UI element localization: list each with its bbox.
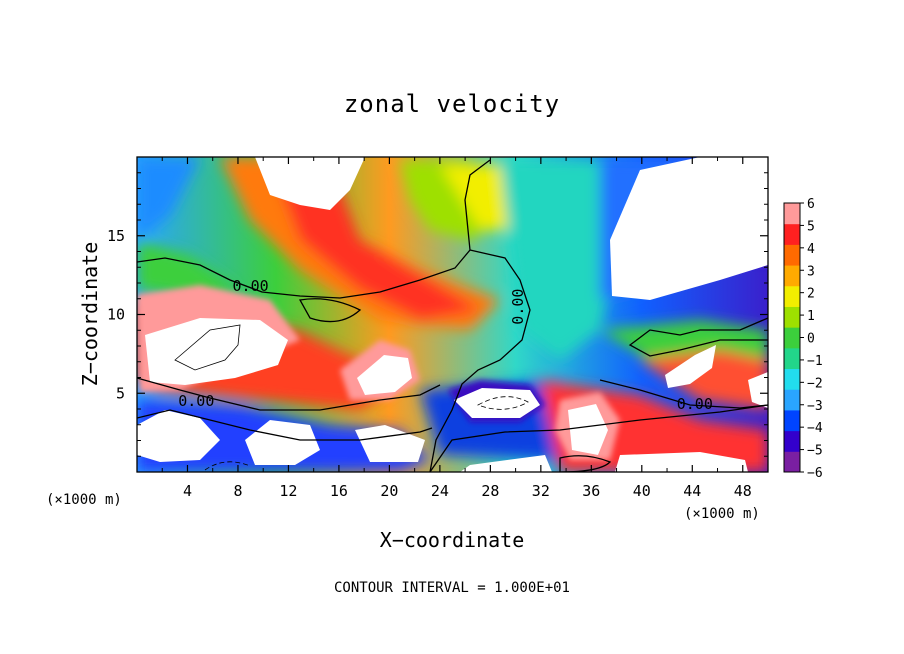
colorbar-swatch bbox=[784, 265, 800, 287]
colorbar-swatch bbox=[784, 203, 800, 225]
colorbar-swatch bbox=[784, 409, 800, 432]
contour-label: 0.00 bbox=[509, 289, 527, 325]
x-tick-label: 12 bbox=[279, 482, 297, 500]
heatmap-field bbox=[137, 157, 768, 472]
x-tick-label: 48 bbox=[734, 482, 752, 500]
x-tick-label: 20 bbox=[380, 482, 398, 500]
x-tick-label: 44 bbox=[683, 482, 701, 500]
colorbar: 6 5 4 3 2 1 0 −1 −2 −3 −4 −5 −6 bbox=[783, 197, 823, 481]
x-tick-label: 8 bbox=[233, 482, 242, 500]
x-tick-label: 32 bbox=[532, 482, 550, 500]
colorbar-tick-label: 3 bbox=[807, 264, 815, 279]
colorbar-tick-label: 6 bbox=[807, 197, 815, 212]
colorbar-swatch bbox=[784, 347, 800, 370]
colorbar-tick-label: 2 bbox=[807, 287, 815, 302]
x-tick-label: 28 bbox=[481, 482, 499, 500]
y-axis-label: Z−coordinate bbox=[78, 242, 102, 387]
colorbar-tick-label: 1 bbox=[807, 309, 815, 324]
x-unit-right: (×1000 m) bbox=[684, 506, 760, 522]
colorbar-swatch bbox=[784, 327, 800, 349]
colorbar-tick-label: 0 bbox=[807, 332, 815, 347]
colorbar-swatch bbox=[784, 389, 800, 411]
colorbar-tick-label: −1 bbox=[807, 354, 823, 369]
colorbar-swatch bbox=[784, 285, 800, 307]
colorbar-tick-label: 4 bbox=[807, 242, 815, 257]
colorbar-swatch bbox=[784, 430, 800, 452]
y-tick-label: 10 bbox=[107, 306, 125, 324]
colorbar-swatch bbox=[784, 244, 800, 266]
colorbar-swatch bbox=[784, 223, 800, 245]
x-tick-label: 24 bbox=[431, 482, 449, 500]
colorbar-tick-label: −2 bbox=[807, 376, 823, 391]
colorbar-tick-label: −5 bbox=[807, 444, 823, 459]
x-unit-left: (×1000 m) bbox=[46, 492, 122, 508]
colorbar-tick-label: −3 bbox=[807, 399, 823, 414]
x-tick-label: 40 bbox=[633, 482, 651, 500]
x-tick-label: 36 bbox=[582, 482, 600, 500]
contour-lines bbox=[137, 159, 768, 472]
colorbar-swatch bbox=[784, 306, 800, 328]
colorbar-swatch bbox=[784, 368, 800, 390]
y-tick-label: 5 bbox=[116, 384, 125, 402]
contour-labels: 0.00 0.00 0.00 0.00 bbox=[178, 277, 713, 413]
x-axis: 4 8 12 16 20 24 28 32 36 40 44 48 bbox=[161, 157, 752, 500]
chart-title: zonal velocity bbox=[344, 90, 560, 118]
x-axis-label: X−coordinate bbox=[380, 528, 525, 552]
x-tick-label: 16 bbox=[330, 482, 348, 500]
colorbar-tick-label: −6 bbox=[807, 466, 823, 481]
colorbar-tick-label: −4 bbox=[807, 421, 823, 436]
y-tick-label: 15 bbox=[107, 227, 125, 245]
y-axis: 5 10 15 bbox=[107, 172, 768, 457]
colorbar-tick-label: 5 bbox=[807, 219, 815, 234]
contour-interval-text: CONTOUR INTERVAL = 1.000E+01 bbox=[334, 580, 570, 596]
contour-label: 0.00 bbox=[233, 277, 269, 295]
contour-label: 0.00 bbox=[677, 395, 713, 413]
contour-label: 0.00 bbox=[178, 392, 214, 410]
colorbar-swatch bbox=[784, 451, 800, 473]
x-tick-label: 4 bbox=[183, 482, 192, 500]
